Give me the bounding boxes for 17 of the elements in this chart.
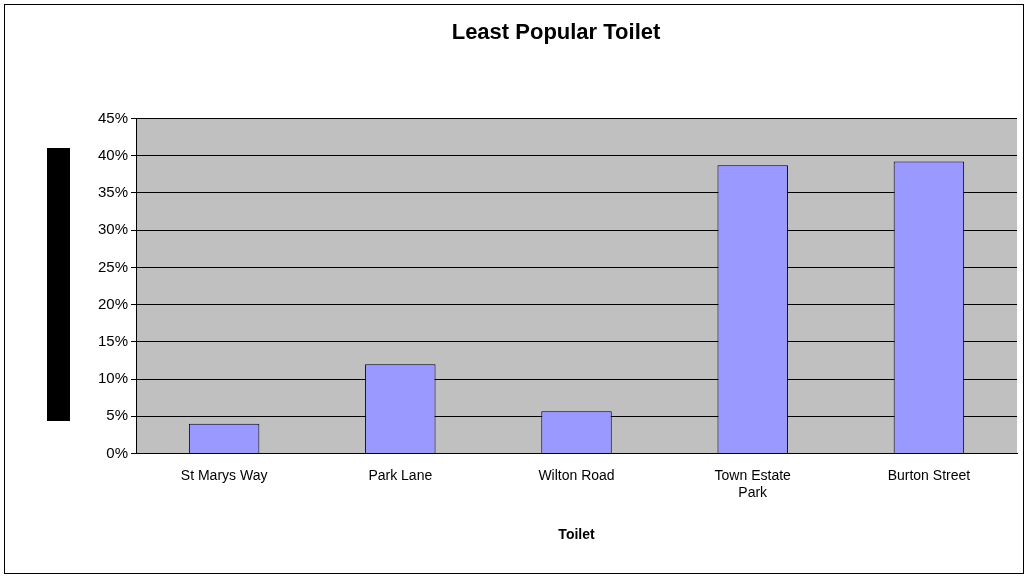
y-tick-label: 25% — [97, 257, 129, 275]
x-axis-title: Toilet — [558, 526, 595, 543]
y-tick-label: 5% — [106, 406, 129, 424]
y-tick-label: 20% — [97, 294, 129, 312]
y-tick-label: 15% — [97, 332, 129, 350]
x-tick-label: Town Estate Park — [714, 466, 792, 500]
y-tick-label: 30% — [97, 220, 129, 238]
y-tick-label: 45% — [97, 108, 129, 126]
chart-title: Least Popular Toilet — [451, 19, 661, 45]
y-tick-label: 40% — [97, 145, 129, 163]
x-tick-label: Park Lane — [368, 466, 433, 483]
y-tick-label: 10% — [97, 369, 129, 387]
x-tick-label: Wilton Road — [538, 466, 615, 483]
x-tick-label: Burton Street — [887, 466, 971, 483]
x-tick-label: St Marys Way — [180, 466, 268, 483]
y-tick-label: 35% — [97, 183, 129, 201]
y-tick-label: 0% — [106, 443, 129, 461]
